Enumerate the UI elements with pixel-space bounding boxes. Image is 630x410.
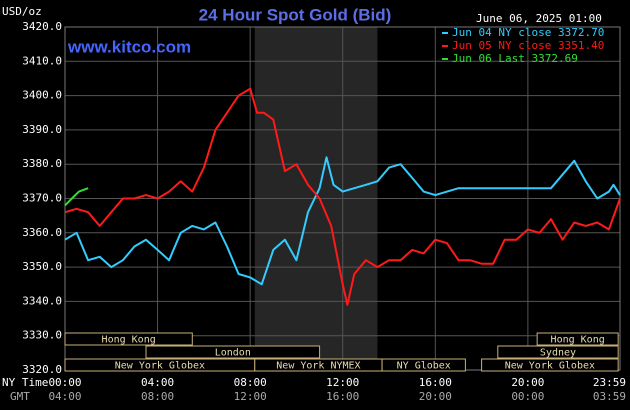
session-label: Hong Kong <box>102 335 156 346</box>
x2-tick-label: 08:00 <box>141 390 174 403</box>
session-bar <box>497 345 619 359</box>
y-tick-label: 3410.0 <box>22 54 62 67</box>
x-tick-label: 16:00 <box>419 376 452 389</box>
y-tick-label: 3320.0 <box>22 363 62 376</box>
y-tick-label: 3350.0 <box>22 260 62 273</box>
series-line <box>64 187 89 207</box>
x-tick-label: 08:00 <box>234 376 267 389</box>
x-axis-label: NY Time <box>2 376 48 389</box>
x2-tick-label: 04:00 <box>48 390 81 403</box>
y-tick-label: 3390.0 <box>22 123 62 136</box>
x-tick-label: 00:00 <box>48 376 81 389</box>
x2-tick-label: 03:59 <box>593 390 626 403</box>
y-tick-label: 3330.0 <box>22 329 62 342</box>
x2-tick-label: 20:00 <box>419 390 452 403</box>
session-bar <box>536 332 619 346</box>
x2-tick-label: 12:00 <box>234 390 267 403</box>
session-label: New York NYMEX <box>276 361 360 372</box>
y-tick-label: 3340.0 <box>22 294 62 307</box>
session-label: NY Globex <box>397 361 451 372</box>
session-label: Sydney <box>540 348 576 359</box>
session-bar <box>481 358 619 372</box>
session-label: New York Globex <box>115 361 205 372</box>
session-bar <box>64 332 193 346</box>
x2-tick-label: 00:00 <box>511 390 544 403</box>
x-tick-label: 12:00 <box>326 376 359 389</box>
session-bar <box>381 358 466 372</box>
x-tick-label: 23:59 <box>593 376 626 389</box>
x2-axis-label: GMT <box>10 390 30 403</box>
series-line <box>64 87 621 306</box>
y-tick-label: 3420.0 <box>22 20 62 33</box>
x-tick-label: 20:00 <box>511 376 544 389</box>
session-bar <box>145 345 321 359</box>
x-tick-label: 04:00 <box>141 376 174 389</box>
legend-entry: Jun 04 NY close 3372.70 <box>452 26 604 39</box>
chart-title: 24 Hour Spot Gold (Bid) <box>199 5 392 24</box>
chart-date: June 06, 2025 01:00 <box>476 12 602 25</box>
series-line <box>64 156 621 286</box>
legend-entry: Jun 05 NY close 3351.40 <box>452 39 604 52</box>
x2-tick-label: 16:00 <box>326 390 359 403</box>
session-label: New York Globex <box>505 361 595 372</box>
session-label: Hong Kong <box>551 335 605 346</box>
legend-entry: Jun 06 Last 3372.69 <box>452 52 578 65</box>
y-tick-label: 3400.0 <box>22 89 62 102</box>
session-label: London <box>215 348 251 359</box>
watermark: www.kitco.com <box>67 37 191 56</box>
y-axis-label: USD/oz <box>2 5 42 18</box>
y-tick-label: 3380.0 <box>22 157 62 170</box>
y-tick-label: 3360.0 <box>22 226 62 239</box>
y-tick-label: 3370.0 <box>22 192 62 205</box>
